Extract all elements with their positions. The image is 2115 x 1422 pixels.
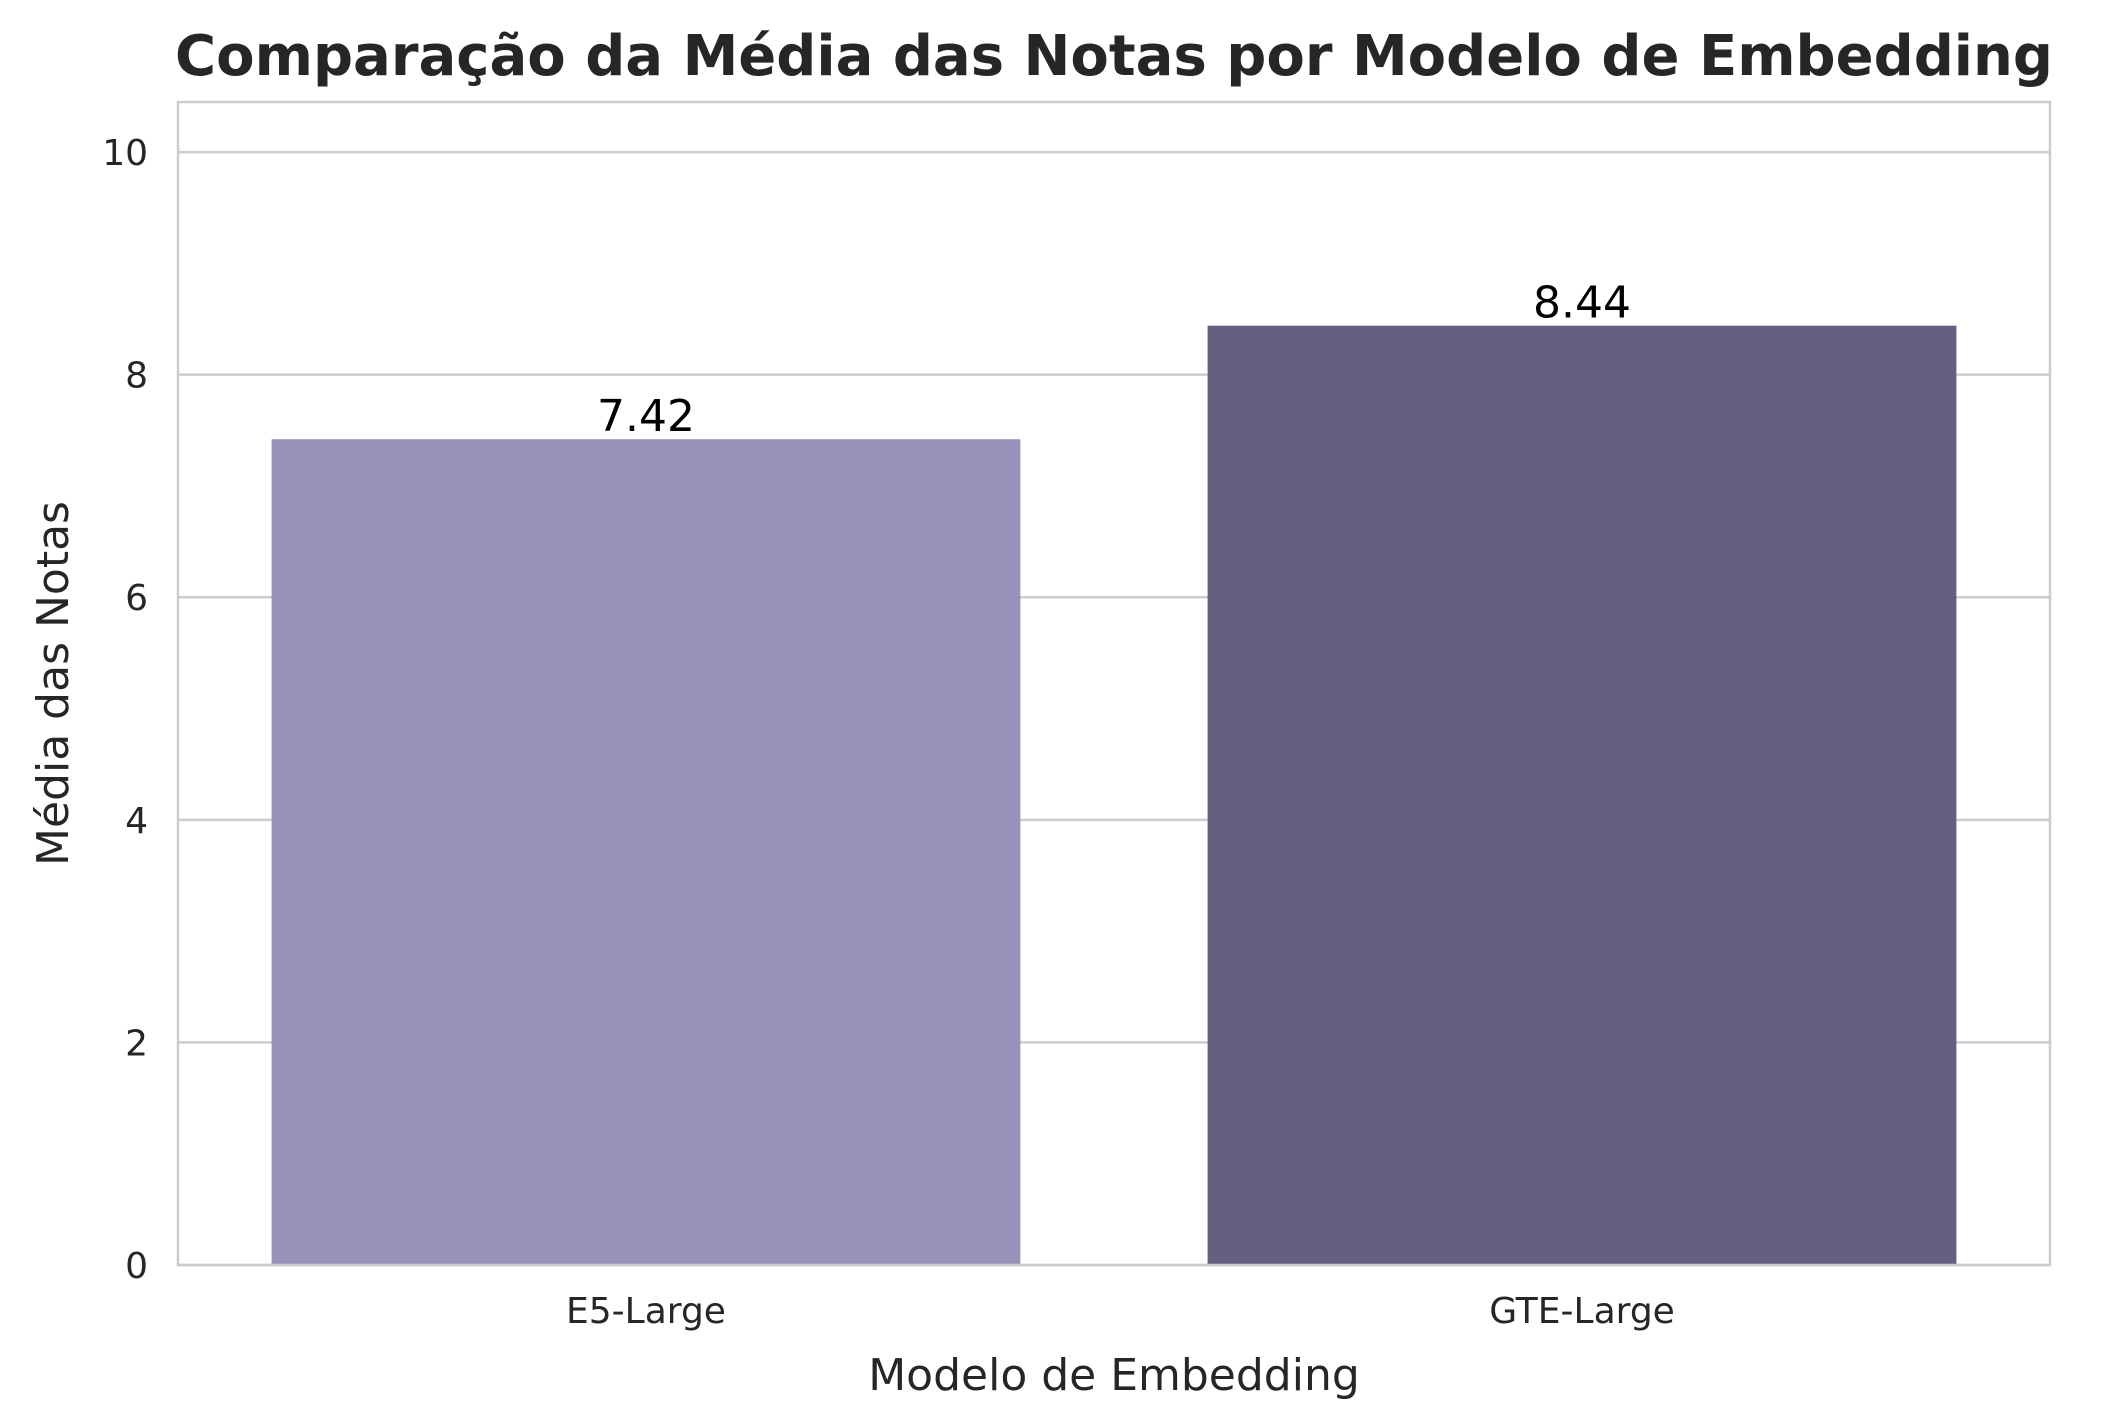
y-tick-labels: 0 2 4 6 8 10: [102, 133, 148, 1287]
data-label: 7.42: [597, 391, 695, 442]
y-tick-label: 10: [102, 133, 148, 174]
plot-frame: [176, 100, 2052, 1267]
y-tick-label: 2: [125, 1023, 148, 1064]
y-tick-label: 6: [125, 578, 148, 619]
chart-title: Comparação da Média das Notas por Modelo…: [175, 24, 2053, 89]
x-tick-label: GTE-Large: [1489, 1291, 1675, 1332]
data-labels: 7.42 8.44: [597, 278, 1631, 443]
y-tick-label: 0: [125, 1246, 148, 1287]
x-tick-label: E5-Large: [566, 1291, 726, 1332]
x-tick-labels: E5-Large GTE-Large: [566, 1291, 1675, 1332]
y-tick-label: 8: [125, 356, 148, 397]
y-tick-label: 4: [125, 801, 148, 842]
y-axis-label: Média das Notas: [28, 501, 79, 866]
bar-layer: [271, 325, 1957, 1265]
x-axis-label: Modelo de Embedding: [868, 1350, 1360, 1401]
bar: [1207, 325, 1957, 1265]
data-label: 8.44: [1533, 278, 1631, 329]
bar: [271, 439, 1021, 1265]
